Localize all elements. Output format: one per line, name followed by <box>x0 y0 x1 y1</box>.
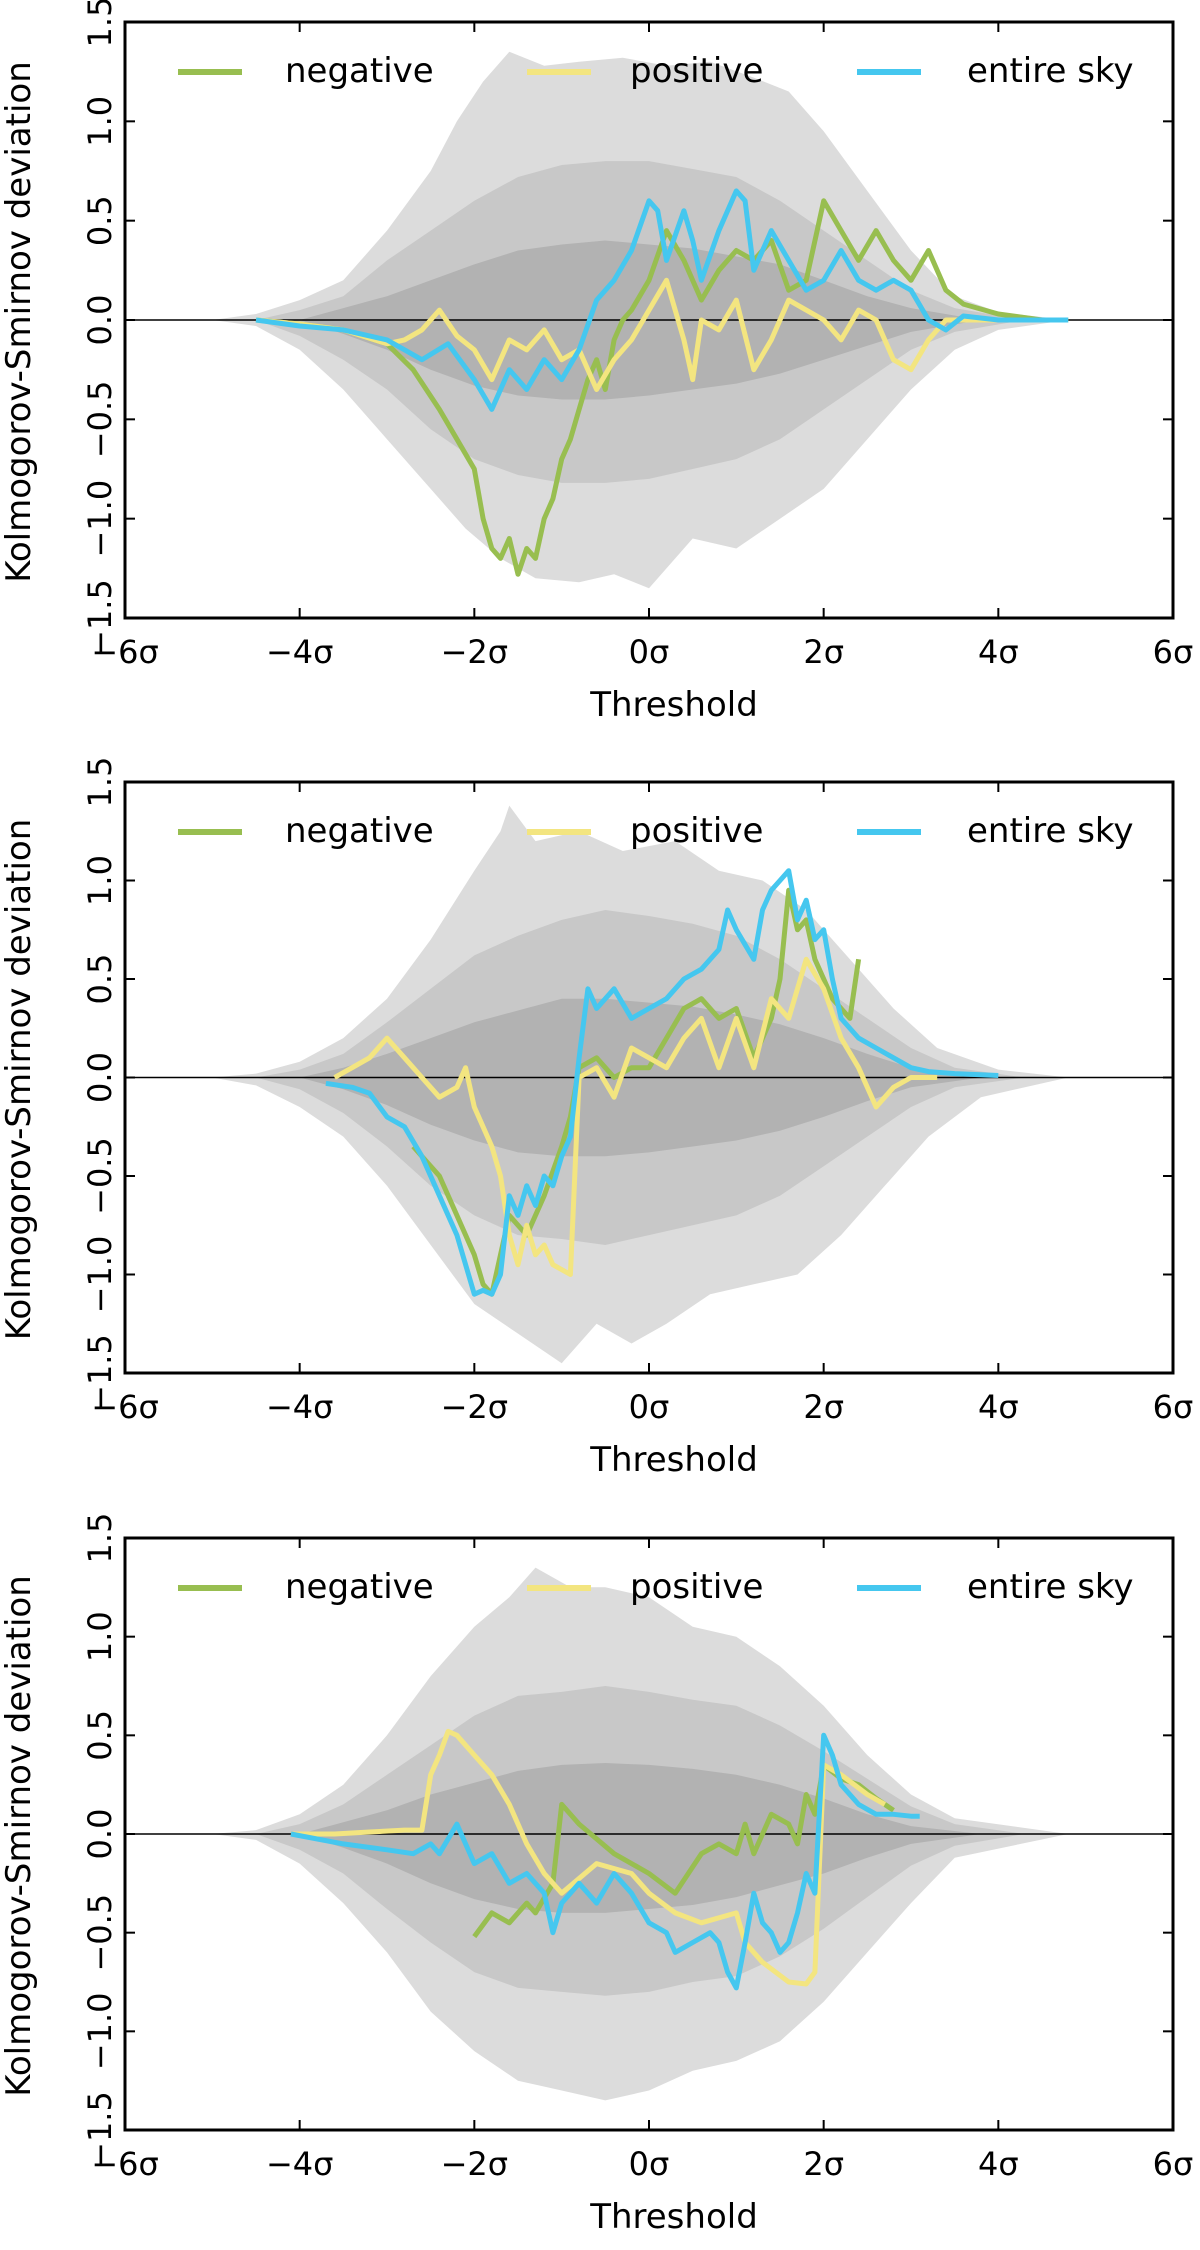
x-tick-label: −6σ <box>91 2145 158 2183</box>
y-tick-label: 0.5 <box>81 1710 119 1761</box>
plot-area <box>125 1567 1173 2101</box>
y-tick-label: 1.5 <box>81 0 119 47</box>
x-tick-label: −4σ <box>266 1388 333 1426</box>
x-tick-label: 2σ <box>803 1388 844 1426</box>
legend-label-positive: positive <box>630 51 763 91</box>
x-axis-title: Threshold <box>589 2197 758 2237</box>
y-tick-label: −1.0 <box>81 480 119 558</box>
series-line-negative <box>255 198 1069 577</box>
y-tick-label: 0.0 <box>81 1809 119 1860</box>
x-tick-label: 0σ <box>629 1388 670 1426</box>
x-tick-label: −2σ <box>441 1388 508 1426</box>
series-line-entire-sky <box>290 1732 920 1991</box>
y-tick-label: −1.5 <box>81 2091 119 2169</box>
y-tick-label: 1.5 <box>81 1513 119 1564</box>
y-axis-title: Kolmogorov-Smirnov deviation <box>0 1575 39 2097</box>
legend-label-positive: positive <box>630 811 763 851</box>
x-tick-label: 0σ <box>629 2145 670 2183</box>
legend-label-entire-sky: entire sky <box>967 51 1134 91</box>
x-tick-label: 4σ <box>978 2145 1019 2183</box>
chart-panel-middle: −6σ −4σ −2σ 0σ 2σ 4σ 6σ 1.5 1.0 0.5 0.0 −0.5 −1.0 −1.… <box>0 757 1193 1480</box>
x-tick-label: 0σ <box>629 633 670 671</box>
legend: negative positive entire sky <box>178 51 1134 91</box>
y-tick-label: 0.0 <box>81 295 119 346</box>
legend-label-negative: negative <box>285 51 434 91</box>
series-line-positive <box>255 277 1069 392</box>
y-tick-label: 0.0 <box>81 1052 119 1103</box>
y-tick-label: 0.5 <box>81 954 119 1005</box>
y-tick-label: −1.5 <box>81 1334 119 1412</box>
legend-label-negative: negative <box>285 811 434 851</box>
y-tick-label: 1.0 <box>81 1611 119 1662</box>
y-tick-label: −0.5 <box>81 1137 119 1215</box>
y-tick-label: 1.0 <box>81 855 119 906</box>
series-line-positive <box>290 1728 887 1987</box>
legend: negative positive entire sky <box>178 1567 1134 1607</box>
series-line-entire-sky <box>255 188 1069 412</box>
y-tick-label: 1.0 <box>81 96 119 147</box>
y-axis-title: Kolmogorov-Smirnov deviation <box>0 61 39 583</box>
legend-label-entire-sky: entire sky <box>967 811 1134 851</box>
series-line-negative <box>411 887 862 1297</box>
x-tick-label: 6σ <box>1153 2145 1194 2183</box>
series-line-positive <box>333 956 938 1277</box>
x-axis-title: Threshold <box>589 1440 758 1480</box>
plot-area <box>125 805 1173 1364</box>
y-tick-label: −1.0 <box>81 1236 119 1314</box>
y-tick-label: −0.5 <box>81 380 119 458</box>
x-tick-label: −2σ <box>441 633 508 671</box>
x-tick-label: −2σ <box>441 2145 508 2183</box>
x-tick-label: 6σ <box>1153 1388 1194 1426</box>
x-tick-label: 4σ <box>978 633 1019 671</box>
legend-label-positive: positive <box>630 1567 763 1607</box>
y-tick-label: 1.5 <box>81 757 119 808</box>
plot-area <box>125 51 1173 589</box>
x-tick-label: 2σ <box>803 2145 844 2183</box>
x-tick-label: −4σ <box>266 2145 333 2183</box>
x-tick-label: 6σ <box>1153 633 1194 671</box>
y-tick-label: −1.0 <box>81 1992 119 2070</box>
x-tick-label: 4σ <box>978 1388 1019 1426</box>
y-tick-label: −0.5 <box>81 1894 119 1972</box>
x-axis-title: Threshold <box>589 685 758 725</box>
y-axis-title: Kolmogorov-Smirnov deviation <box>0 819 39 1341</box>
legend-label-negative: negative <box>285 1567 434 1607</box>
legend: negative positive entire sky <box>178 811 1134 851</box>
y-tick-label: 0.5 <box>81 195 119 246</box>
x-tick-label: 2σ <box>803 633 844 671</box>
x-tick-label: −4σ <box>266 633 333 671</box>
chart-panel-bottom: −6σ −4σ −2σ 0σ 2σ 4σ 6σ 1.5 1.0 0.5 0.0 −0.5 −1.0 −1.… <box>0 1513 1193 2237</box>
legend-label-entire-sky: entire sky <box>967 1567 1134 1607</box>
x-tick-label: −6σ <box>91 1388 158 1426</box>
chart-panel-top: −6σ −4σ −2σ 0σ 2σ 4σ 6σ 1.5 1.0 0.5 0.0 −0.5 −1.0 −1.… <box>0 0 1193 725</box>
series-line-entire-sky <box>325 868 999 1297</box>
y-tick-label: −1.5 <box>81 579 119 657</box>
x-tick-label: −6σ <box>91 633 158 671</box>
